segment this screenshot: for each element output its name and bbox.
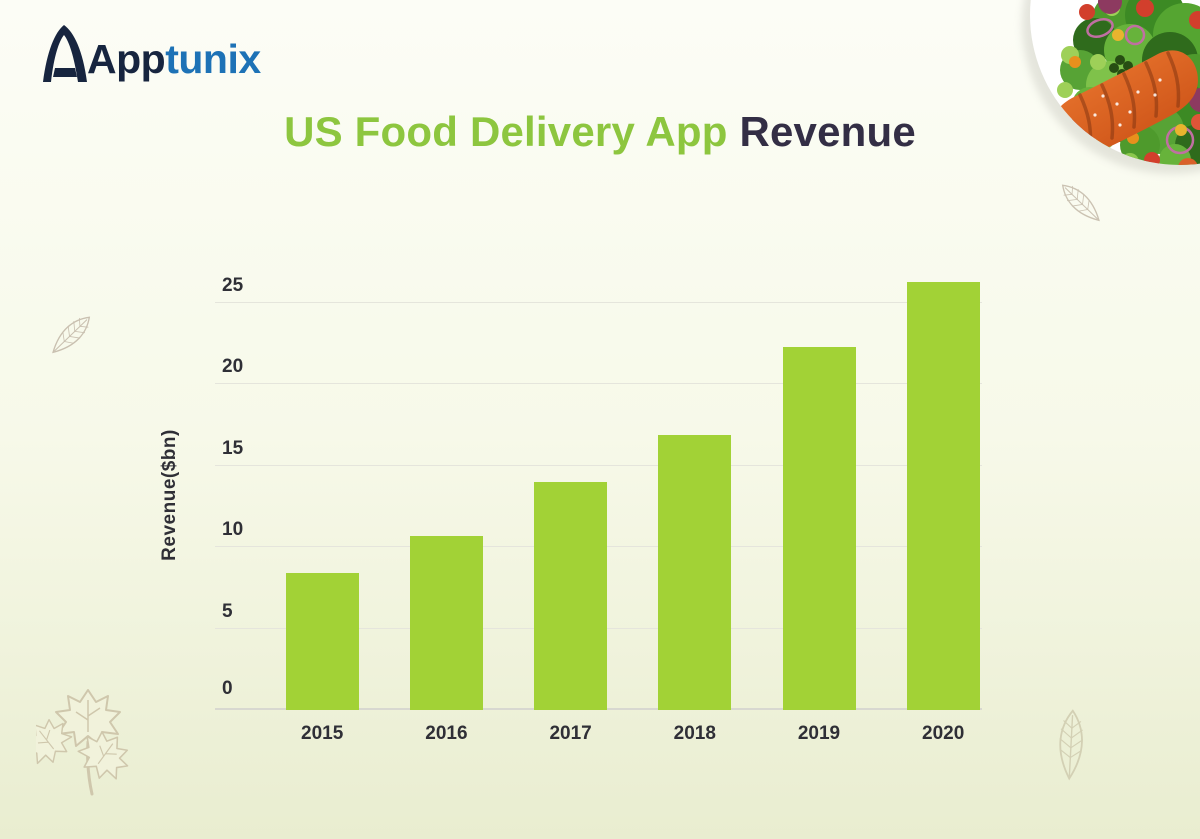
bar-2016 (409, 535, 483, 710)
y-axis-title: Revenue($bn) (159, 429, 180, 561)
x-tick-label: 2020 (922, 723, 965, 744)
y-tick-label: 5 (222, 600, 233, 622)
x-tick-label: 2015 (301, 723, 344, 744)
bar-2019 (782, 346, 856, 710)
logo-text-app: App (87, 36, 166, 82)
page-title: US Food Delivery App Revenue (0, 108, 1200, 156)
leaf-left-icon (52, 316, 91, 354)
logo-arch-a-icon (43, 25, 87, 82)
bar-2017 (534, 482, 608, 710)
bar-2015 (285, 573, 359, 710)
salmon-salad-plate-photo (1022, 0, 1200, 174)
title-highlight: US Food Delivery App (284, 108, 728, 155)
y-tick-label: 25 (222, 275, 244, 296)
grill-marks (1078, 51, 1181, 150)
gridline (215, 464, 982, 466)
logo-text-tunix: tunix (165, 36, 261, 82)
bar-2020 (906, 281, 980, 710)
y-tick-label: 0 (222, 678, 233, 699)
x-tick-label: 2019 (797, 723, 841, 744)
y-tick-label: 10 (222, 519, 244, 541)
plot-area: 0 5 10 15 20 25 2015 2016 2017 2018 2019 2020 (215, 270, 1010, 744)
bar-2018 (658, 434, 732, 710)
y-tick-label: 15 (222, 437, 244, 459)
salmon-fillet (1050, 50, 1198, 160)
parsley-bottom-left-icon (36, 689, 139, 796)
gridline (215, 383, 982, 385)
gridline (215, 302, 982, 303)
x-tick-label: 2018 (673, 723, 716, 744)
leaf-bottom-right-icon (1059, 709, 1084, 781)
title-rest: Revenue (727, 108, 916, 155)
y-tick-label: 20 (222, 356, 244, 378)
apptunix-logo: App tunix (40, 24, 261, 82)
x-tick-label: 2017 (549, 723, 592, 744)
leaf-top-right-icon (1061, 184, 1100, 222)
x-tick-label: 2016 (425, 723, 468, 744)
